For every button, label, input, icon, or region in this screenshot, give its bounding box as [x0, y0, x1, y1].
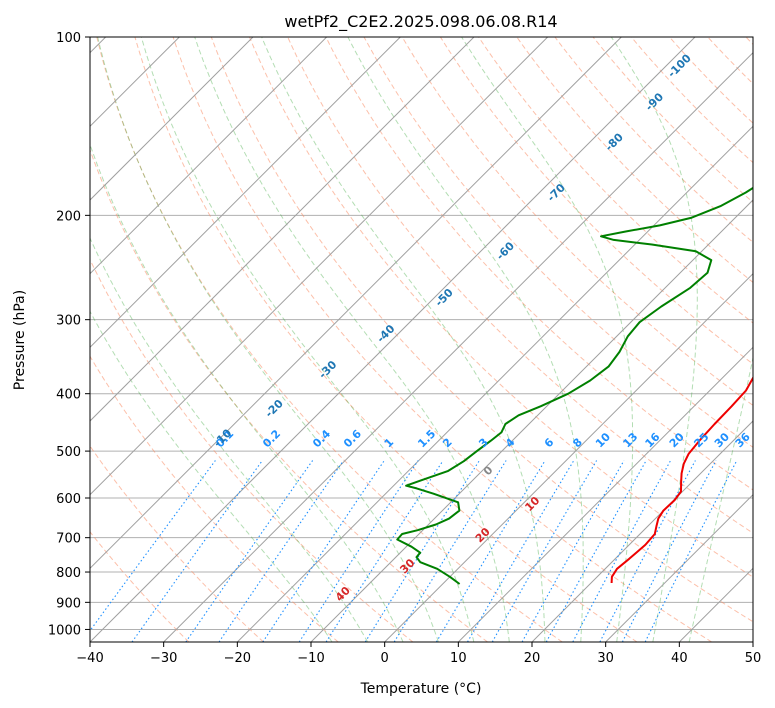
y-tick-label: 600	[56, 492, 81, 507]
y-tick-label: 700	[56, 532, 81, 547]
moist-adiabat	[90, 236, 369, 642]
dry-adiabat	[516, 37, 753, 284]
isotherm-gridline	[90, 37, 401, 349]
x-tick-label: 40	[671, 651, 688, 666]
isotherm-gridline	[457, 346, 753, 642]
dry-adiabat	[287, 37, 753, 534]
chart-title: wetPf2_C2E2.2025.098.06.08.R14	[284, 12, 557, 32]
isotherm-gridline	[310, 199, 753, 642]
isotherm-gridline	[531, 420, 753, 642]
mixing-ratio-line	[644, 460, 738, 642]
dewpoint-profile	[396, 186, 753, 585]
isotherm-gridline	[90, 37, 475, 422]
isotherm-gridline	[384, 272, 753, 642]
mixing-ratio-line	[467, 460, 575, 642]
y-axis-label: Pressure (hPa)	[12, 290, 28, 390]
dry-adiabat	[325, 37, 753, 491]
dry-adiabat	[90, 531, 190, 642]
x-tick-label: 30	[597, 651, 614, 666]
x-tick-label: −40	[76, 651, 103, 666]
isotherm-gridline	[90, 37, 254, 201]
mixing-ratio-line	[218, 460, 344, 642]
moist-adiabat	[97, 37, 439, 642]
dry-adiabat	[172, 37, 712, 642]
y-tick-label: 500	[56, 445, 81, 460]
x-tick-label: 20	[524, 651, 541, 666]
x-tick-label: −30	[150, 651, 177, 666]
dry-adiabat	[478, 37, 753, 324]
isotherm-gridline	[90, 37, 696, 642]
dry-adiabat	[90, 148, 488, 642]
temperature-profile	[610, 375, 753, 584]
isotherm-gridline	[236, 125, 753, 642]
mixing-ratio-line	[298, 460, 419, 642]
mixing-ratio-line	[90, 460, 216, 632]
mixing-ratio-line	[545, 460, 647, 642]
plot-frame	[89, 36, 754, 643]
moist-adiabat	[347, 37, 584, 642]
dry-adiabat	[363, 37, 753, 448]
mixing-ratio-line	[262, 460, 385, 642]
y-tick-label: 300	[56, 314, 81, 329]
mixing-ratio-line	[185, 460, 314, 642]
moist-adiabat	[90, 142, 404, 642]
moist-adiabat	[261, 37, 546, 642]
x-tick-label: −10	[297, 651, 324, 666]
isotherm-gridline	[90, 37, 328, 275]
dry-adiabat	[210, 37, 753, 623]
y-tick-label: 400	[56, 388, 81, 403]
x-tick-label: −20	[224, 651, 251, 666]
isotherm-gridline	[605, 493, 753, 642]
isotherm-gridline	[90, 37, 622, 570]
mixing-ratio-line	[521, 460, 625, 642]
isotherm-gridline	[90, 37, 549, 496]
y-tick-label: 900	[56, 596, 81, 611]
moist-adiabat	[194, 37, 510, 642]
x-tick-label: 0	[381, 651, 389, 666]
moist-adiabat	[90, 310, 333, 642]
x-tick-label: 50	[745, 651, 762, 666]
dry-adiabat	[90, 258, 414, 642]
y-tick-label: 200	[56, 209, 81, 224]
x-tick-label: 10	[450, 651, 467, 666]
mixing-ratio-line	[491, 460, 598, 642]
y-tick-label: 100	[56, 31, 81, 46]
moist-adiabat	[688, 355, 753, 642]
dry-adiabat	[90, 355, 339, 642]
dry-adiabat	[592, 37, 753, 203]
dry-adiabat	[134, 37, 638, 642]
dry-adiabat	[401, 37, 753, 406]
mixing-ratio-line	[131, 460, 263, 642]
mixing-ratio-line	[435, 460, 546, 642]
y-tick-label: 800	[56, 566, 81, 581]
isotherm-gridline	[163, 51, 753, 642]
x-axis-label: Temperature (°C)	[360, 681, 482, 697]
y-tick-label: 1000	[48, 623, 81, 638]
dry-adiabat	[96, 37, 563, 642]
